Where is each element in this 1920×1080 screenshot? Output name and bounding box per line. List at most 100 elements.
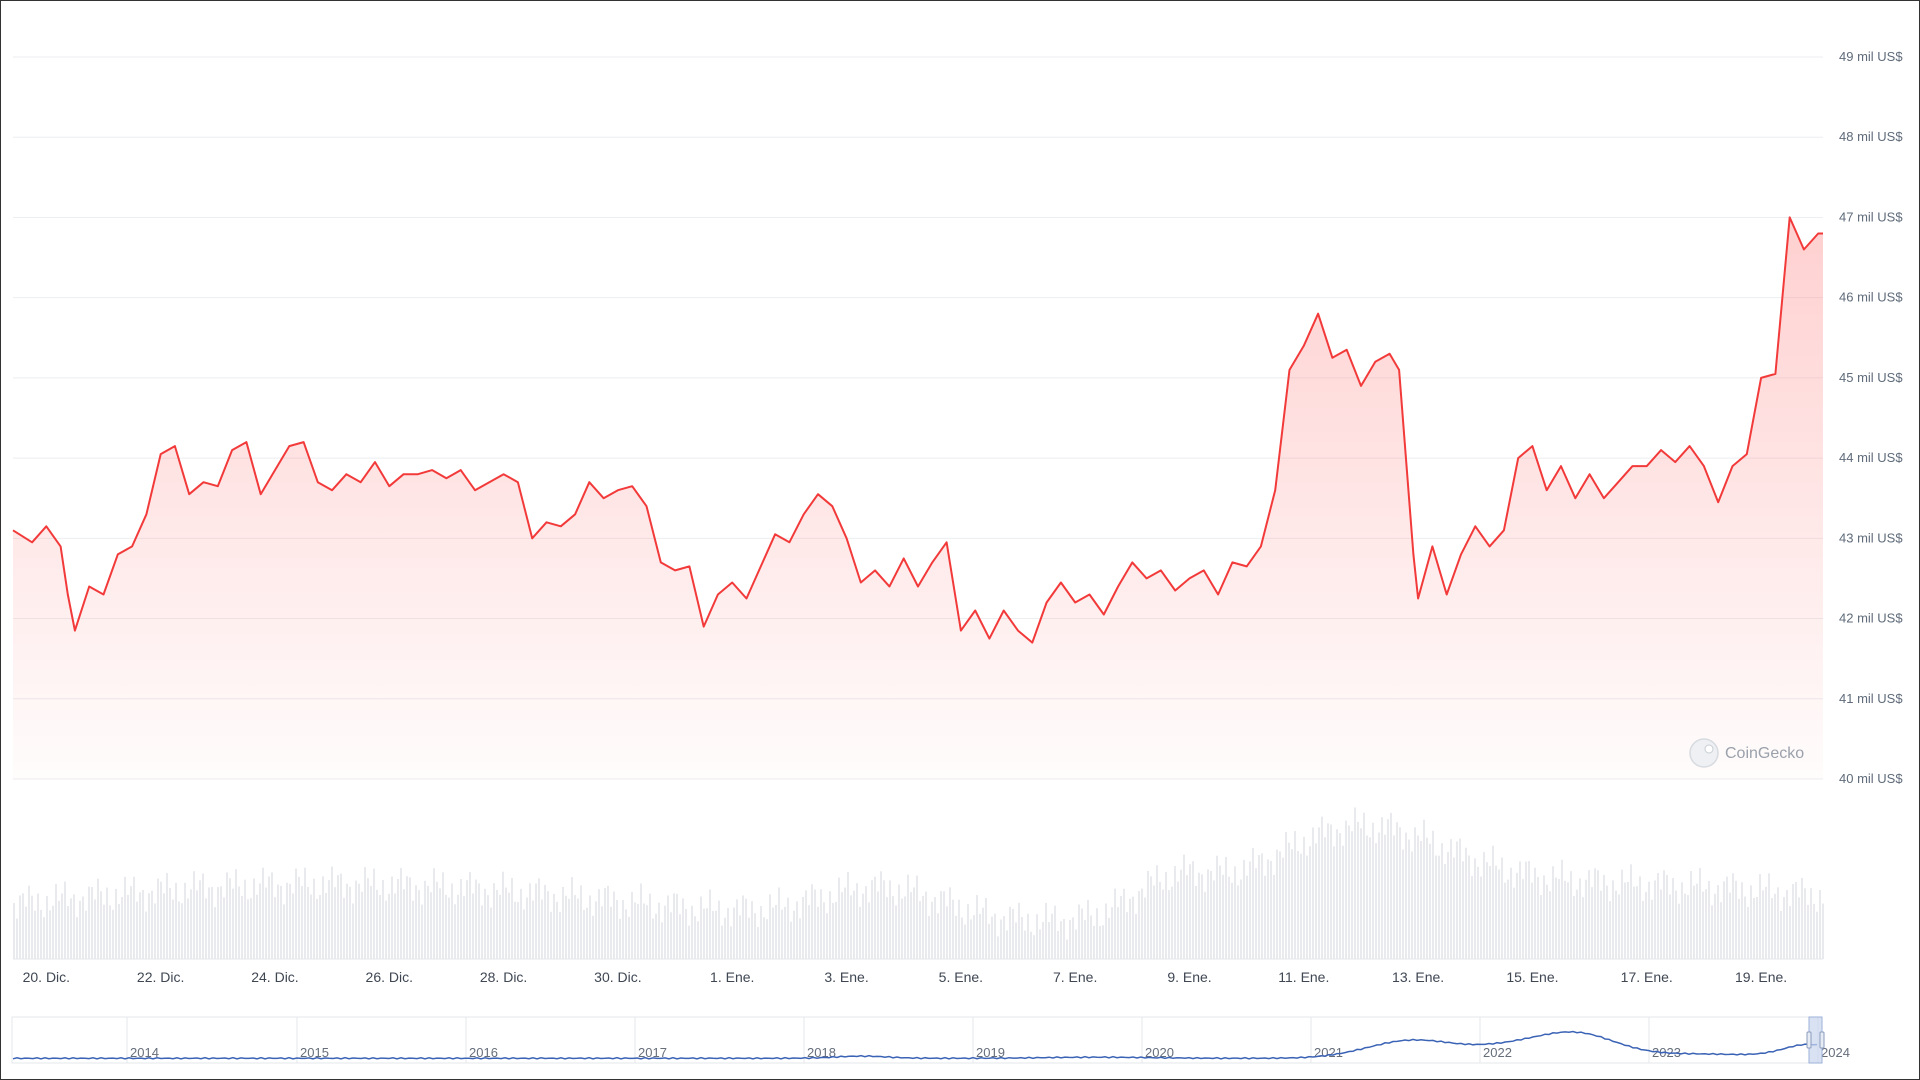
volume-bar	[1510, 867, 1512, 959]
volume-bar	[529, 883, 531, 959]
volume-bar	[673, 893, 675, 959]
volume-bar	[661, 922, 663, 959]
volume-bar	[1024, 930, 1026, 959]
volume-bar	[1648, 881, 1650, 959]
x-tick-label: 26. Dic.	[366, 969, 413, 985]
volume-bar	[574, 895, 576, 959]
volume-bar	[946, 906, 948, 959]
navigator-year-label: 2014	[130, 1045, 159, 1060]
volume-bar	[91, 886, 93, 959]
y-tick-label: 41 mil US$	[1839, 691, 1903, 706]
volume-bar	[229, 878, 231, 959]
volume-bar	[244, 879, 246, 959]
volume-bar	[1303, 837, 1305, 959]
volume-bar	[379, 895, 381, 959]
volume-bar	[898, 884, 900, 959]
volume-bar	[496, 889, 498, 959]
volume-bar	[1225, 856, 1227, 959]
volume-bar	[1261, 853, 1263, 959]
volume-bar	[46, 896, 48, 959]
volume-bar	[991, 916, 993, 959]
volume-bar	[442, 872, 444, 959]
volume-bar	[1192, 861, 1194, 959]
volume-bar	[1786, 890, 1788, 959]
volume-bar	[883, 880, 885, 959]
volume-bar	[1102, 925, 1104, 959]
volume-bar	[1252, 848, 1254, 959]
volume-bar	[1678, 903, 1680, 959]
volume-bar	[1405, 832, 1407, 959]
volume-bar	[361, 891, 363, 959]
volume-bar	[1402, 849, 1404, 959]
volume-bar	[1180, 869, 1182, 959]
volume-bar	[403, 889, 405, 959]
volume-bar	[1201, 874, 1203, 959]
volume-bar	[934, 897, 936, 959]
volume-bar	[1780, 910, 1782, 959]
volume-bar	[1729, 892, 1731, 959]
volume-bar	[292, 893, 294, 959]
volume-bar	[1606, 885, 1608, 959]
volume-bar	[109, 905, 111, 959]
volume-bar	[928, 915, 930, 959]
volume-bar	[328, 880, 330, 959]
volume-bar	[904, 896, 906, 959]
volume-bar	[169, 888, 171, 959]
volume-bar	[415, 885, 417, 959]
volume-bar	[697, 921, 699, 959]
volume-bar	[973, 915, 975, 959]
volume-bar	[676, 893, 678, 959]
volume-bar	[157, 878, 159, 959]
volume-bar	[286, 882, 288, 959]
volume-bar	[901, 898, 903, 959]
volume-bar	[1669, 894, 1671, 959]
volume-bar	[280, 885, 282, 959]
navigator-left-handle[interactable]	[1806, 1031, 1812, 1049]
volume-bar	[184, 882, 186, 959]
volume-bar	[1771, 898, 1773, 959]
volume-bar	[1744, 896, 1746, 959]
price-series-line[interactable]	[12, 216, 1823, 644]
volume-bar	[1429, 843, 1431, 959]
volume-bar	[961, 917, 963, 959]
volume-bar	[835, 901, 837, 959]
volume-bar	[1411, 851, 1413, 959]
volume-bar	[1009, 906, 1011, 959]
range-navigator[interactable]: 2014 2015 2016 2017 2018 2019 2020 2021 2022 2023…	[11, 1016, 1850, 1064]
volume-bar	[1717, 885, 1719, 959]
volume-bar	[1141, 888, 1143, 959]
volume-bar	[586, 907, 588, 959]
volume-bar	[430, 892, 432, 959]
volume-bar	[436, 881, 438, 959]
navigator-right-handle[interactable]	[1819, 1031, 1825, 1049]
volume-bar	[1330, 824, 1332, 959]
volume-bar	[1633, 886, 1635, 959]
volume-bar	[499, 894, 501, 959]
volume-bar	[1048, 922, 1050, 959]
volume-bar	[748, 917, 750, 959]
volume-bar	[1366, 835, 1368, 959]
volume-bar	[625, 909, 627, 959]
volume-bar	[349, 886, 351, 959]
volume-bar	[1297, 851, 1299, 959]
volume-bar	[868, 902, 870, 959]
volume-bar	[538, 878, 540, 959]
volume-bar	[268, 876, 270, 959]
volume-bar	[1465, 847, 1467, 959]
volume-bar	[844, 887, 846, 959]
volume-bar	[1795, 881, 1797, 959]
volume-bar	[778, 887, 780, 959]
x-tick-label: 20. Dic.	[23, 969, 70, 985]
volume-bar	[1138, 890, 1140, 959]
volume-bar	[577, 898, 579, 959]
volume-bar	[358, 883, 360, 959]
volume-bar	[1615, 890, 1617, 959]
volume-bar	[1438, 855, 1440, 959]
volume-bar	[1069, 920, 1071, 959]
volume-bar	[727, 907, 729, 959]
volume-bar	[208, 887, 210, 959]
volume-bar	[316, 898, 318, 959]
volume-bar	[667, 895, 669, 959]
